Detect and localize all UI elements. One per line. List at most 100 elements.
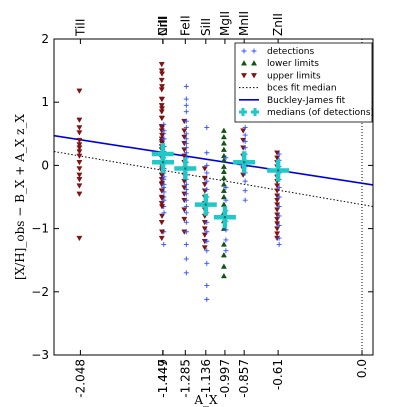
upper-limit-point	[159, 96, 165, 103]
upper-limit-point	[159, 115, 165, 122]
detection-point	[204, 238, 210, 244]
upper-limit-point	[158, 235, 165, 242]
detection-point	[241, 48, 247, 54]
lower-limit-point	[220, 175, 227, 181]
detection-point	[223, 248, 229, 254]
upper-limit-point	[274, 221, 281, 227]
upper-limit-point	[240, 137, 247, 144]
detection-point	[223, 155, 229, 161]
detection-point	[161, 136, 167, 142]
detection-point	[183, 181, 189, 187]
detection-point	[242, 197, 248, 203]
legend-entry-label: medians (of detections)	[267, 108, 374, 118]
upper-limit-point	[181, 207, 188, 213]
detection-point	[204, 260, 210, 266]
detection-point	[242, 188, 248, 194]
detection-point	[276, 185, 282, 191]
detection-point	[183, 229, 189, 235]
detection-point	[204, 296, 210, 302]
upper-limit-point	[76, 125, 83, 131]
detection-point	[183, 83, 189, 89]
median-marker-center	[161, 161, 165, 164]
legend-entry-label: detections	[267, 47, 315, 57]
upper-limit-point	[201, 245, 208, 251]
ion-label: CrII	[156, 16, 170, 36]
detection-point	[161, 174, 167, 180]
upper-limit-point	[181, 134, 188, 140]
x-tick-label: -1.285	[178, 359, 192, 398]
detection-point	[223, 185, 229, 191]
y-tick-label: 0	[41, 158, 49, 172]
upper-limit-point	[158, 62, 165, 68]
detection-point	[276, 151, 282, 157]
upper-limit-point	[274, 202, 281, 208]
upper-limit-point	[76, 172, 83, 178]
detection-point	[204, 219, 210, 225]
detection-point	[204, 186, 210, 192]
y-tick-label: −3	[31, 348, 49, 362]
detection-point	[183, 140, 189, 146]
ion-label: FeII	[178, 15, 192, 36]
detection-point	[204, 170, 210, 176]
detection-point	[242, 178, 248, 184]
detection-point	[183, 186, 189, 192]
detection-point	[242, 132, 248, 138]
upper-limit-point	[76, 142, 83, 148]
detection-point	[223, 197, 229, 203]
detection-point	[183, 241, 189, 247]
upper-limit-point	[159, 106, 165, 112]
legend-entry-label: lower limits	[267, 59, 319, 69]
x-axis-label: A_X	[193, 393, 218, 407]
detection-point	[161, 128, 167, 134]
upper-limit-point	[76, 191, 83, 197]
detection-point	[183, 210, 189, 216]
legend-entry-label: bces fit median	[267, 84, 337, 94]
detection-point	[276, 235, 282, 241]
legend-median-marker	[251, 108, 259, 116]
ion-label: NiII	[156, 17, 170, 36]
median-marker-center	[184, 167, 187, 170]
upper-limit-point	[274, 231, 281, 237]
upper-limit-point	[76, 183, 83, 189]
y-tick-label: 1	[41, 95, 49, 109]
y-tick-label: 2	[41, 32, 49, 46]
detection-point	[183, 131, 189, 137]
plot-frame	[53, 38, 374, 356]
detection-point	[223, 237, 229, 243]
upper-limit-point	[201, 226, 208, 232]
upper-limit-point	[251, 73, 257, 79]
x-tick-label: -0.61	[271, 359, 285, 390]
upper-limit-point	[76, 160, 83, 166]
upper-limit-point	[181, 153, 188, 159]
lower-limit-point	[220, 272, 227, 279]
detection-point	[276, 241, 282, 247]
x-tick-label: -2.048	[73, 359, 87, 398]
upper-limit-point	[158, 201, 165, 207]
upper-limit-point	[76, 145, 83, 151]
detection-point	[183, 124, 189, 130]
upper-limit-point	[76, 149, 83, 155]
lower-limit-point	[220, 201, 227, 207]
upper-limit-point	[240, 128, 247, 134]
detection-point	[161, 197, 167, 203]
detection-point	[242, 145, 248, 151]
detection-point	[276, 194, 282, 200]
upper-limit-point	[181, 128, 188, 134]
upper-limit-point	[274, 188, 281, 194]
upper-limit-point	[201, 182, 208, 188]
lower-limit-point	[220, 263, 227, 269]
legend-box	[234, 42, 373, 123]
detection-point	[183, 203, 189, 209]
upper-limit-point	[274, 155, 281, 161]
median-marker-center	[276, 169, 280, 172]
y-tick-label: −2	[31, 285, 49, 299]
detection-point	[183, 118, 189, 124]
bces-fit-line	[54, 151, 373, 207]
detection-point	[183, 191, 189, 197]
median-marker-center	[204, 203, 207, 206]
detection-point	[161, 241, 167, 247]
ion-label: MnII	[237, 11, 251, 36]
detection-point	[204, 162, 210, 168]
x-tick-label: -1.449	[156, 359, 170, 398]
detection-point	[204, 248, 210, 254]
